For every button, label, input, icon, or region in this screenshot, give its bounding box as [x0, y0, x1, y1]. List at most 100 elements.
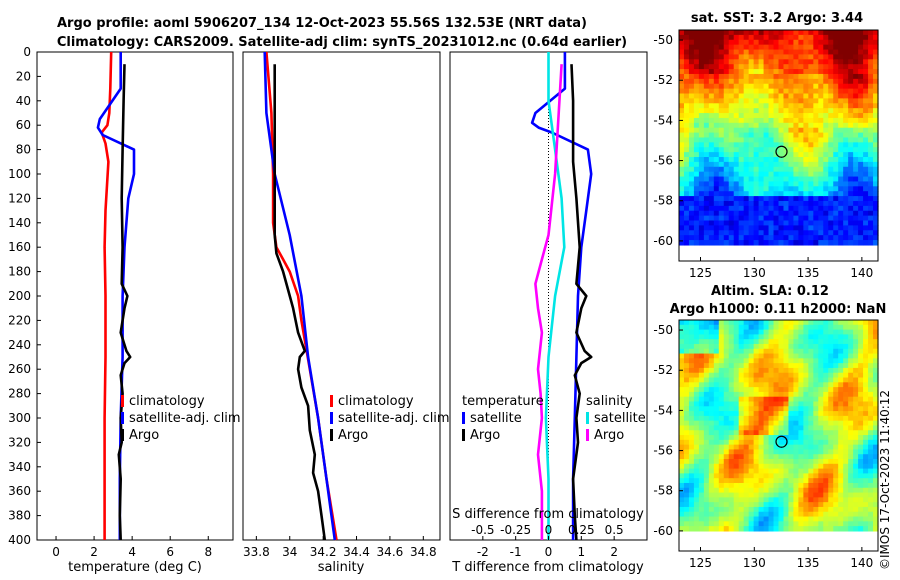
map-cell: [833, 210, 839, 217]
map-cell: [793, 200, 799, 207]
map-cell: [873, 401, 879, 407]
map-cell: [858, 108, 864, 114]
map-cell: [753, 468, 760, 474]
map-cell: [798, 468, 804, 474]
map-cell: [758, 348, 765, 355]
map-cell: [708, 478, 715, 484]
map-cell: [748, 200, 755, 207]
map-cell: [679, 439, 685, 446]
map-cell: [703, 497, 710, 503]
map-cell: [738, 181, 745, 187]
map-cell: [828, 473, 834, 479]
map-cell: [713, 367, 720, 374]
map-cell: [828, 425, 834, 431]
map-cell: [803, 492, 809, 498]
map-cell: [698, 406, 705, 412]
map-cell: [838, 176, 844, 183]
map-cell: [763, 334, 770, 340]
map-cell: [693, 420, 700, 427]
map-cell: [833, 132, 839, 139]
map-cell: [763, 34, 770, 41]
map-cell: [833, 181, 839, 187]
map-cell: [718, 343, 725, 350]
map-cell: [828, 459, 834, 465]
map-cell: [828, 420, 834, 427]
map-cell: [743, 171, 750, 178]
map-cell: [693, 34, 700, 41]
map-cell: [838, 478, 844, 484]
map-cell: [778, 132, 785, 139]
map-cell: [853, 415, 859, 422]
map-cell: [843, 377, 849, 383]
map-cell: [733, 497, 740, 503]
map-cell: [763, 454, 770, 460]
map-cell: [808, 406, 814, 412]
map-cell: [783, 117, 790, 124]
map-cell: [853, 186, 859, 192]
map-cell: [798, 449, 804, 455]
map-cell: [793, 439, 799, 446]
map-cell: [758, 478, 765, 484]
map-cell: [698, 83, 705, 90]
map-cell: [758, 205, 765, 212]
map-cell: [803, 196, 809, 202]
map-cell: [808, 334, 814, 340]
map-cell: [828, 430, 834, 436]
map-cell: [748, 98, 755, 104]
map-cell: [738, 196, 745, 202]
map-cell: [768, 482, 775, 489]
map-cell: [803, 482, 809, 489]
map-cell: [818, 108, 824, 114]
map-cell: [743, 468, 750, 474]
map-cell: [753, 339, 760, 345]
map-cell: [698, 521, 705, 527]
map-cell: [833, 377, 839, 383]
map-cell: [718, 157, 725, 163]
map-cell: [743, 49, 750, 56]
map-cell: [708, 521, 715, 527]
map-cell: [873, 161, 879, 168]
map-cell: [748, 137, 755, 143]
map-cell: [758, 88, 765, 95]
map-cell: [718, 152, 725, 158]
map-cell: [703, 516, 710, 522]
map-cell: [763, 171, 770, 178]
map-cell: [858, 396, 864, 403]
map-cell: [828, 468, 834, 474]
map-cell: [843, 186, 849, 192]
map-cell: [753, 439, 760, 446]
map-cell: [833, 367, 839, 374]
map-cell: [863, 406, 869, 412]
map-cell: [853, 210, 859, 217]
map-cell: [763, 161, 770, 168]
map-cell: [873, 463, 879, 470]
map-cell: [758, 93, 765, 99]
map-cell: [853, 334, 859, 340]
map-cell: [843, 235, 849, 241]
map-cell: [858, 516, 864, 522]
map-cell: [848, 516, 854, 522]
map-cell: [853, 502, 859, 508]
map-cell: [718, 463, 725, 470]
map-cell: [773, 444, 780, 451]
map-cell: [763, 122, 770, 129]
sla-map-panel: Altim. SLA: 0.12 Argo h1000: 0.11 h2000:…: [653, 284, 886, 570]
map-cell: [753, 324, 760, 331]
map-cell: [708, 358, 715, 364]
map-cell: [698, 329, 705, 335]
map-cell: [808, 235, 814, 241]
map-cell: [873, 339, 879, 345]
y-tick-label: 320: [8, 435, 31, 449]
map-cell: [723, 329, 730, 335]
map-cell: [838, 492, 844, 498]
map-cell: [813, 334, 819, 340]
map-cell: [853, 225, 859, 231]
map-cell: [693, 521, 700, 527]
map-cell: [688, 30, 695, 36]
map-cell: [843, 435, 849, 441]
map-cell: [783, 497, 790, 503]
map-cell: [718, 492, 725, 498]
map-cell: [718, 367, 725, 374]
map-cell: [823, 329, 829, 335]
map-cell: [843, 363, 849, 369]
